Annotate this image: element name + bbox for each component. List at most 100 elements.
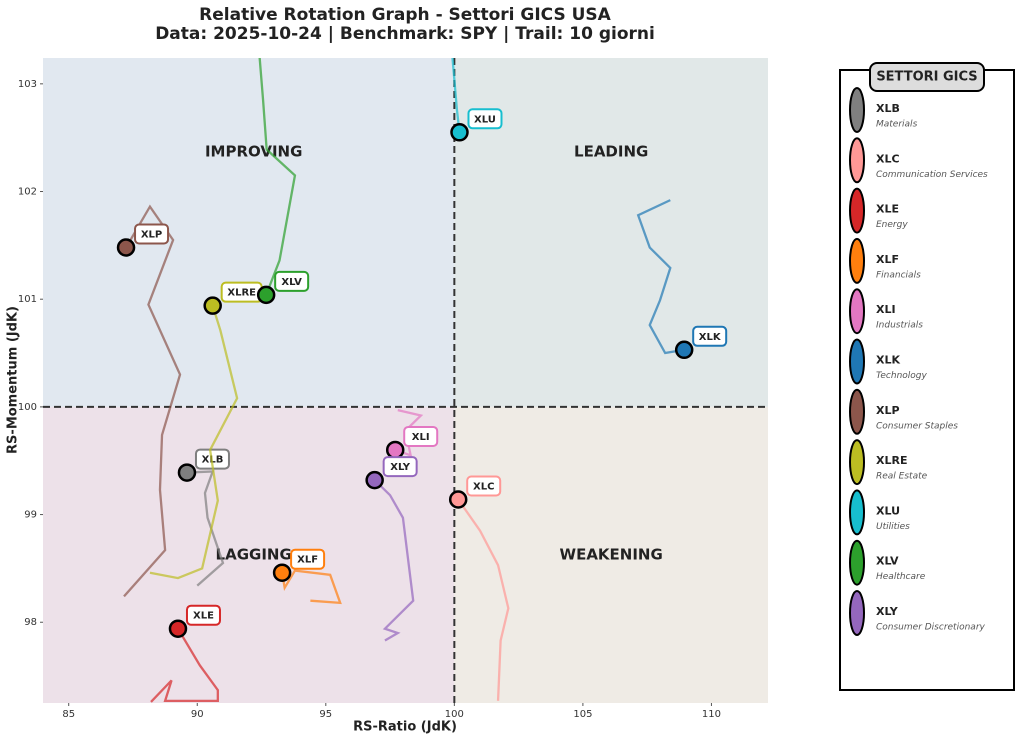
- point-label: XLRE: [227, 288, 256, 299]
- legend-description: Financials: [876, 270, 921, 280]
- legend-label: XLRE: [876, 454, 907, 467]
- legend-label: XLU: [876, 504, 900, 517]
- y-tick-label: 102: [18, 187, 37, 198]
- head-point: [450, 123, 469, 142]
- x-tick-label: 90: [191, 709, 204, 720]
- legend-title-box: [869, 62, 985, 92]
- trail-group: [150, 619, 219, 703]
- quadrant-leading: [454, 58, 768, 407]
- legend-description: Real Estate: [876, 472, 928, 482]
- head-point: [674, 340, 694, 360]
- quadrant-label: LEADING: [574, 143, 648, 161]
- y-tick-label: 100: [18, 402, 37, 413]
- trail-group: [116, 204, 182, 598]
- trail: [186, 470, 225, 587]
- legend-description: Materials: [876, 120, 918, 130]
- head-point: [448, 490, 468, 509]
- y-tick-label: 103: [18, 79, 37, 90]
- legend-label: XLP: [876, 404, 900, 417]
- y-axis-label: RS-Momentum (JdK): [6, 306, 21, 454]
- trail-group: [177, 463, 225, 587]
- y-tick-label: 99: [24, 510, 37, 521]
- legend-label: XLB: [876, 102, 900, 115]
- trail: [150, 628, 219, 703]
- trail: [457, 498, 510, 701]
- quadrant-label: WEAKENING: [560, 545, 663, 563]
- legend-description: Healthcare: [876, 572, 926, 582]
- label-box: [692, 325, 728, 347]
- point-label: XLU: [474, 114, 496, 125]
- point-label: XLI: [412, 432, 430, 443]
- trail: [258, 58, 297, 296]
- legend-label: XLI: [876, 303, 896, 316]
- label-box: [403, 425, 439, 447]
- legend-label: XLF: [876, 253, 899, 266]
- label-box: [274, 270, 310, 292]
- label-box: [467, 108, 503, 130]
- legend-box: [839, 69, 1015, 691]
- legend-marker: [849, 137, 865, 184]
- legend-description: Technology: [876, 371, 928, 381]
- point-label: XLC: [473, 481, 494, 492]
- trail-group: [636, 199, 694, 360]
- legend-description: Communication Services: [876, 170, 988, 180]
- legend-marker: [849, 590, 865, 636]
- quadrant-improving: [43, 58, 455, 407]
- point-label: XLK: [699, 332, 722, 343]
- legend-marker: [849, 338, 865, 385]
- quadrant-label: IMPROVING: [205, 143, 302, 161]
- legend-label: XLK: [876, 354, 900, 367]
- quadrant-lagging: [43, 406, 455, 703]
- trail: [149, 305, 239, 580]
- quadrant-weakening: [454, 406, 768, 703]
- trail-group: [450, 58, 469, 142]
- legend-marker: [849, 288, 865, 335]
- plot-area: IMPROVING LEADING LAGGING WEAKENING 85 90 95 10…: [18, 58, 768, 720]
- legend-label: XLC: [876, 152, 900, 165]
- quadrant-label: LAGGING: [216, 545, 292, 563]
- chart-title: Relative Rotation Graph - Settori GICS U…: [199, 5, 612, 25]
- label-box: [382, 456, 418, 478]
- y-tick-label: 101: [18, 294, 37, 305]
- trail-group: [149, 296, 239, 580]
- trail-group: [272, 563, 342, 605]
- trail-group: [448, 490, 510, 701]
- legend: SETTORI GICS XLB Materials XLC Communication…: [849, 62, 988, 636]
- trail-group: [365, 470, 415, 642]
- legend-marker: [849, 489, 865, 536]
- head-point: [365, 470, 384, 490]
- trail: [280, 569, 342, 605]
- legend-description: Consumer Staples: [876, 421, 958, 431]
- legend-description: Industrials: [876, 321, 923, 331]
- point-label: XLV: [281, 277, 302, 288]
- y-tick-label: 98: [24, 617, 37, 628]
- label-box: [466, 475, 502, 497]
- chart-subtitle: Data: 2025-10-24 | Benchmark: SPY | Trai…: [155, 24, 655, 44]
- trail: [373, 479, 415, 642]
- legend-marker: [849, 439, 865, 486]
- x-tick-label: 110: [702, 709, 721, 720]
- head-point: [168, 619, 188, 638]
- legend-marker: [849, 187, 865, 234]
- head-point: [177, 463, 197, 482]
- legend-label: XLV: [876, 555, 899, 568]
- head-point: [272, 563, 292, 582]
- point-label: XLE: [193, 611, 214, 622]
- legend-description: Consumer Discretionary: [876, 623, 986, 633]
- legend-marker: [849, 87, 865, 133]
- label-box: [185, 604, 221, 626]
- x-tick-label: 100: [445, 709, 464, 720]
- trail: [123, 204, 182, 598]
- x-tick-label: 95: [319, 709, 332, 720]
- head-point: [116, 238, 136, 257]
- x-axis-label: RS-Ratio (JdK): [353, 720, 457, 735]
- legend-marker: [849, 237, 865, 284]
- legend-label: XLY: [876, 605, 899, 618]
- trail-group: [256, 58, 297, 305]
- x-tick-label: 85: [62, 709, 75, 720]
- legend-marker: [849, 388, 865, 435]
- point-label: XLF: [297, 555, 318, 566]
- trail: [451, 58, 461, 133]
- label-box: [290, 548, 326, 570]
